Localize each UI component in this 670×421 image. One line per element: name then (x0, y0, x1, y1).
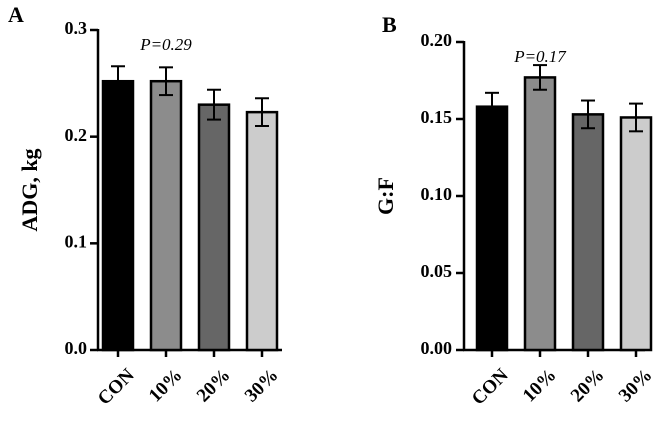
panel-a-category-label-2: 10% (145, 365, 187, 407)
panel-b-y-tick-label: 0.00 (421, 338, 453, 358)
panel-b-y-tick-label: 0.10 (421, 184, 453, 204)
panel-a-category-label-4: 30% (241, 365, 283, 407)
panel-a-bar-1 (101, 79, 135, 352)
panel-a-bar-2 (149, 79, 183, 352)
panel-a-y-tick-label: 0.0 (65, 338, 88, 358)
panel-a-y-tick-label: 0.3 (65, 18, 88, 38)
panel-b-y-axis-title: G:F (373, 177, 398, 215)
panel-a-y-tick-label: 0.2 (65, 125, 88, 145)
panel-b-label: B (382, 12, 397, 37)
panel-a-category-label-1: CON (94, 365, 139, 410)
panel-a-p-value: P=0.29 (139, 35, 192, 54)
panel-b-bar-1 (475, 105, 509, 352)
panel-b-y-tick-label: 0.15 (421, 107, 453, 127)
panel-b-y-tick-label: 0.05 (421, 261, 453, 281)
panel-b-category-label-1: CON (468, 365, 513, 410)
panel-a-y-tick-label: 0.1 (65, 231, 88, 251)
panel-b-bar-2 (523, 76, 557, 352)
panel-b-y-tick-label: 0.20 (421, 30, 453, 50)
panel-a-category-label-3: 20% (193, 365, 235, 407)
panel-b-p-value: P=0.17 (513, 47, 567, 66)
panel-a-bar-4 (245, 110, 279, 352)
panel-b-category-label-2: 10% (519, 365, 561, 407)
panel-b-bar-4 (619, 116, 653, 352)
panel-a-y-axis-title: ADG, kg (17, 148, 42, 231)
panel-b-category-label-3: 20% (567, 365, 609, 407)
panel-b-category-label-4: 30% (615, 365, 657, 407)
panel-b-bar-3 (571, 113, 605, 352)
panel-a-bar-3 (197, 103, 231, 352)
panel-a-label: A (8, 2, 24, 27)
